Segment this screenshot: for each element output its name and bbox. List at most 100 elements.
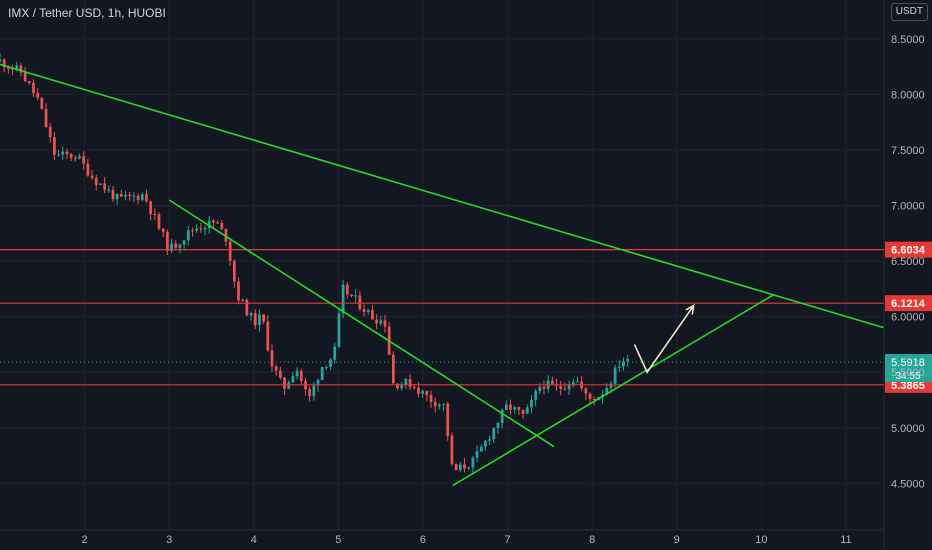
candle-body [530,399,533,408]
y-tick-label: 7.5000 [891,145,925,157]
candle-body [111,189,115,200]
candle-body [199,228,203,230]
candle-body [626,358,630,362]
candle-body [379,320,383,324]
candle-body [249,313,253,316]
candle-body [375,319,378,324]
x-tick-label: 7 [504,534,510,546]
candle-body [458,464,462,471]
candle-body [15,65,19,70]
candle-body [107,189,111,191]
candle-body [433,401,437,407]
level-label: 6.1214 [891,298,926,310]
candle-body [525,407,529,414]
candle-body [0,59,2,62]
candle-body [488,439,491,441]
candle-body [551,380,554,385]
candle-body [27,81,31,83]
candle-body [195,228,199,231]
candle-body [178,244,182,248]
candle-body [492,428,496,440]
candle-body [563,388,567,390]
candle-body [500,409,504,423]
candle-body [350,294,353,297]
candle-body [170,243,173,251]
candle-body [11,68,14,70]
candle-body [312,385,316,397]
y-tick-label: 8.5000 [891,34,925,46]
y-tick-label: 6.5000 [891,256,925,268]
candle-body [345,284,349,295]
candle-body [216,222,219,224]
candle-body [153,213,157,215]
candle-body [613,367,617,384]
candle-body [412,387,416,389]
candle-body [57,154,60,156]
candle-body [7,67,10,69]
candle-body [588,393,592,399]
candle-body [253,313,257,326]
candle-body [203,228,207,230]
candle-body [270,350,274,367]
x-tick-label: 3 [166,534,172,546]
candle-body [220,223,224,229]
candle-body [479,446,483,452]
candle-body [228,241,232,261]
candle-body [212,220,215,223]
candle-body [617,366,621,368]
candle-body [325,366,328,368]
candle-body [438,404,441,407]
y-tick-label: 7.0000 [891,201,925,213]
level-layer: 6.6034 6.1214 5.3865 5.5918 34:55 [0,241,932,393]
candle-body [262,314,265,322]
candle-body [182,240,186,245]
candle-body [609,383,613,388]
candle-body [475,451,479,458]
projection-arrowhead [685,304,695,315]
candle-body [90,175,94,178]
bar-countdown: 34:55 [895,371,920,382]
grid-layer [0,0,884,530]
candle-body [559,385,563,389]
candle-body [274,366,278,371]
level-badge [885,241,932,258]
candle-body [94,177,98,185]
y-tick-label: 5.0000 [891,423,925,435]
y-tick-label: 8.0000 [891,89,925,101]
level-badge [885,295,932,312]
candle-body [124,194,127,197]
candle-body [391,354,395,384]
candle-body [207,220,211,229]
candle-body [40,97,44,110]
candle-body [571,382,575,386]
candle-body [425,390,429,396]
level-label: 6.6034 [891,245,926,257]
candle-body [287,382,291,389]
candle-body [446,403,450,436]
current-price-badge [885,354,932,383]
candle-body [48,127,52,138]
candle-body [299,370,303,382]
candle-body [241,299,245,301]
candle-body [454,463,458,471]
candle-body [320,366,324,380]
candle-body [115,193,119,200]
candle-body [408,379,412,388]
candle-body [44,109,48,128]
candle-body [496,422,500,429]
currency-badge[interactable]: USDT [890,3,928,21]
candle-body [337,313,341,347]
candle-body [291,376,295,383]
candle-body [576,381,579,383]
candle-layer [0,53,630,474]
candle-body [191,230,194,232]
candle-body [232,260,236,282]
candle-body [145,194,148,202]
candle-body [471,457,475,468]
candle-body [366,310,370,312]
candle-body [237,281,240,301]
